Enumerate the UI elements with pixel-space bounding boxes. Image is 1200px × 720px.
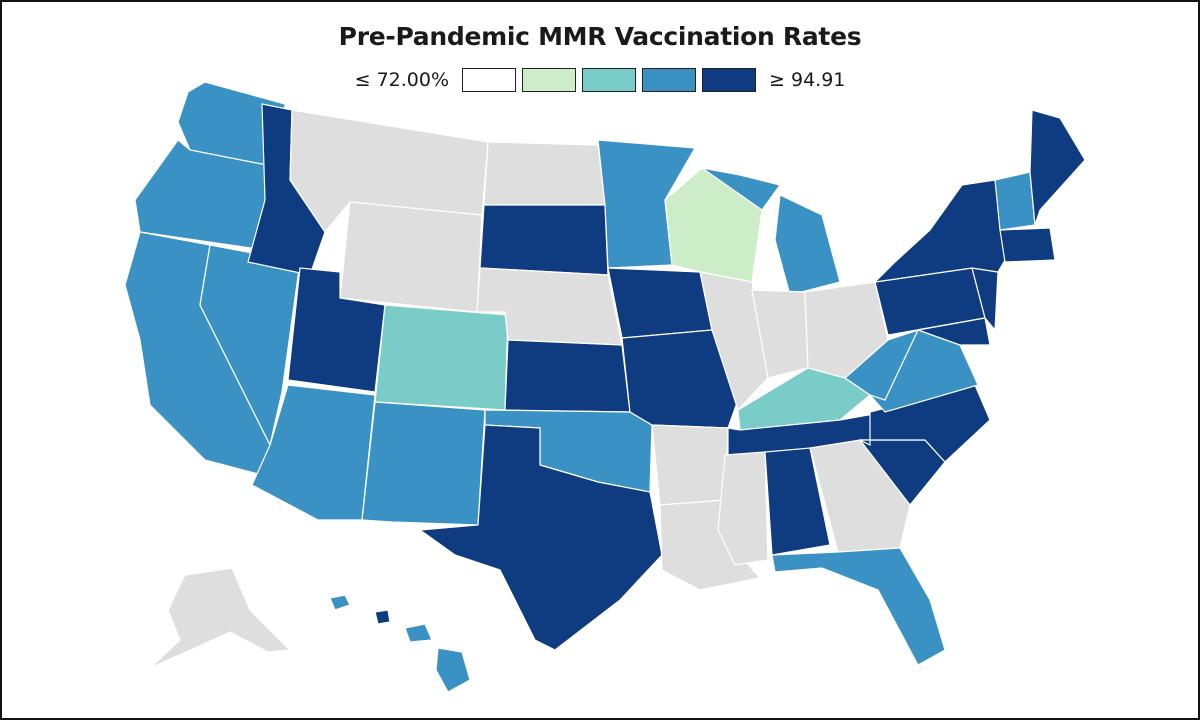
state-new-mexico <box>361 401 486 526</box>
state-south-dakota <box>479 204 609 276</box>
state-colorado <box>374 304 509 411</box>
state-arizona <box>251 384 376 521</box>
state-texas <box>418 424 663 651</box>
map-title: Pre-Pandemic MMR Vaccination Rates <box>338 22 862 51</box>
state-mississippi <box>717 451 769 566</box>
state-florida <box>771 547 946 666</box>
state-alabama <box>764 447 831 556</box>
states-layer <box>124 81 1086 693</box>
color-legend: ≤ 72.00% ≥ 94.91 <box>2 68 1198 92</box>
legend-swatch-4 <box>642 68 697 92</box>
state-west-virginia <box>844 328 920 401</box>
state-new-york <box>873 179 1006 283</box>
state-vermont-nh <box>994 171 1036 231</box>
legend-swatch-1 <box>462 68 517 92</box>
state-north-carolina <box>859 384 991 463</box>
legend-max-label: ≥ 94.91 <box>769 69 846 91</box>
legend-min-label: ≤ 72.00% <box>354 69 450 91</box>
state-illinois <box>699 271 769 412</box>
legend-swatch-5 <box>702 68 757 92</box>
state-wyoming <box>339 201 483 313</box>
state-massachusetts-ct-ri <box>999 227 1056 263</box>
legend-swatch-3 <box>582 68 637 92</box>
state-hawaii-oahu <box>329 594 351 611</box>
state-alaska <box>149 567 292 669</box>
state-hawaii-kauai <box>374 609 391 625</box>
state-maine <box>1029 109 1086 226</box>
state-north-dakota <box>483 141 606 206</box>
state-kansas <box>504 339 631 413</box>
state-maryland <box>915 317 991 346</box>
state-michigan <box>774 194 841 296</box>
state-michigan-upper <box>701 167 782 211</box>
state-iowa <box>607 267 713 339</box>
state-hawaii-big-island <box>435 647 471 693</box>
state-arkansas <box>651 424 729 506</box>
state-georgia <box>809 439 911 553</box>
state-hawaii-maui <box>404 623 433 643</box>
legend-swatch-2 <box>522 68 577 92</box>
